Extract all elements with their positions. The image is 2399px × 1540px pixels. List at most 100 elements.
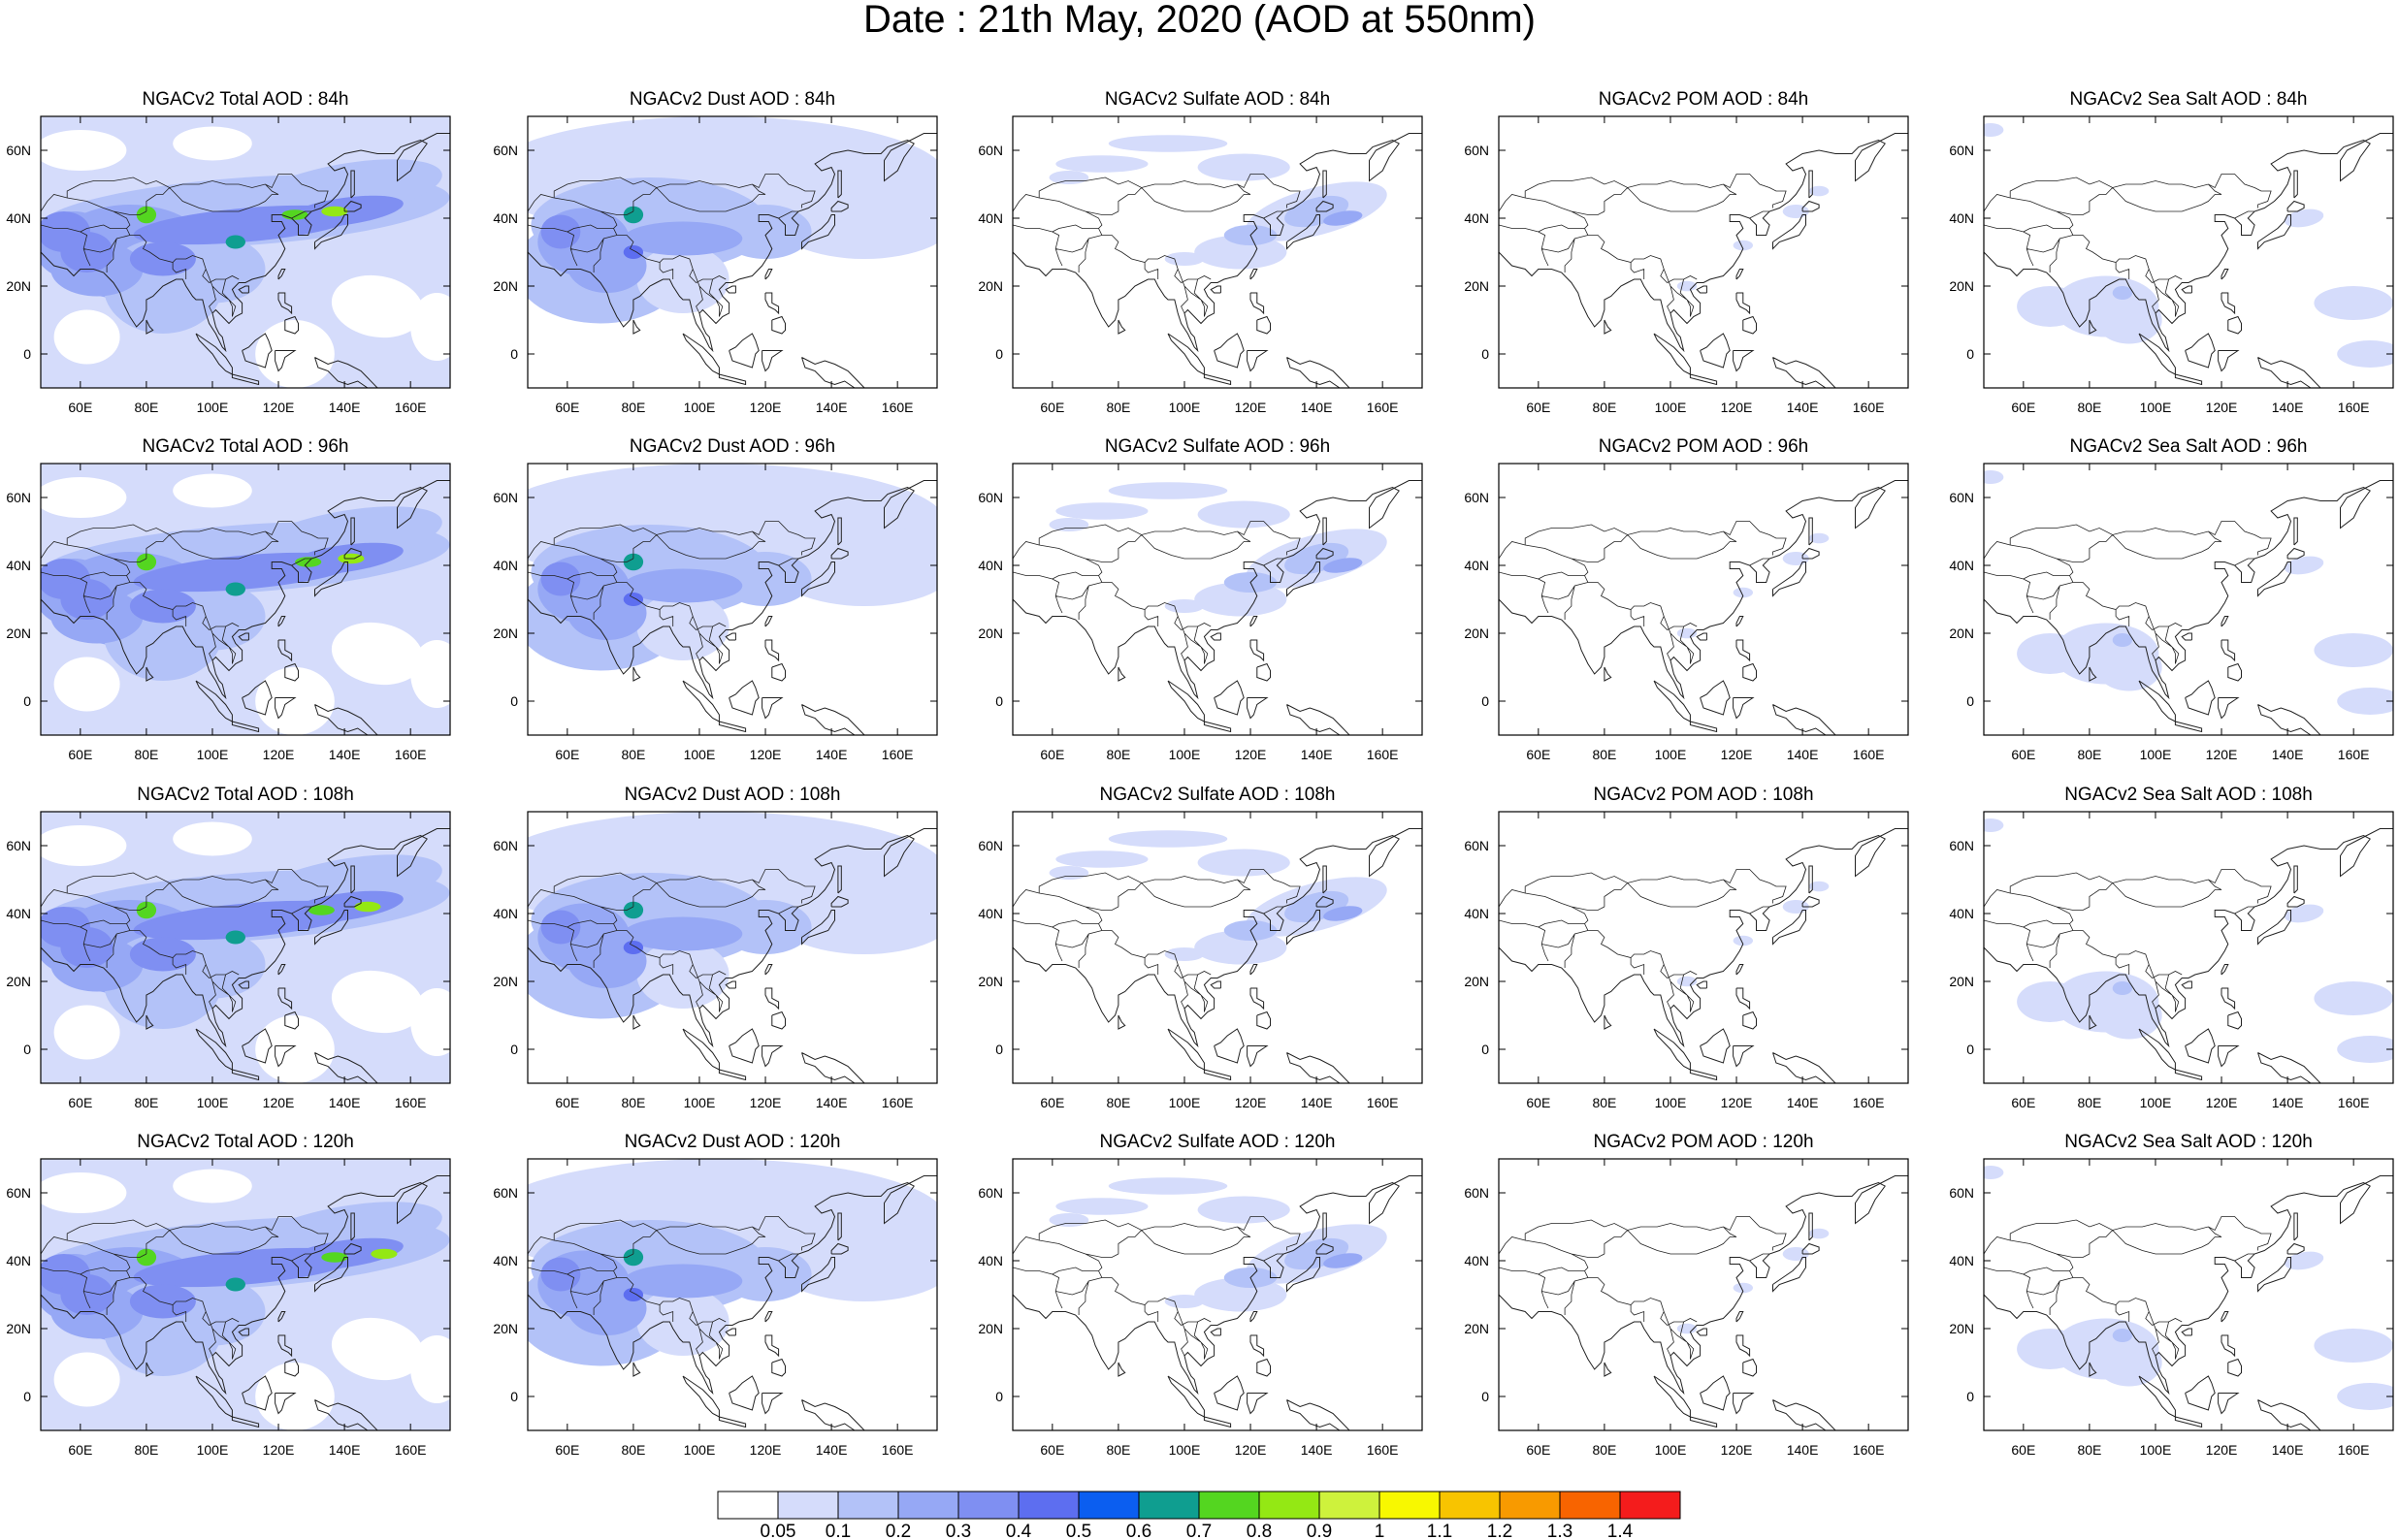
y-tick-label: 60N bbox=[978, 490, 1003, 505]
aod-field-patch bbox=[771, 1220, 937, 1301]
y-tick-label: 0 bbox=[995, 693, 1003, 709]
aod-field-patch bbox=[1108, 135, 1228, 152]
coastline bbox=[1984, 828, 2393, 1083]
country-borders bbox=[1499, 1216, 1787, 1360]
x-tick-label: 80E bbox=[2077, 1095, 2101, 1110]
aod-field-patch bbox=[173, 821, 252, 856]
aod-field-patch bbox=[2337, 1036, 2393, 1063]
x-tick-label: 120E bbox=[263, 747, 295, 762]
map-frame bbox=[1983, 811, 2394, 1084]
aod-field-patch bbox=[2112, 286, 2133, 300]
map-panel-seasalt: 60E 80E 100E 120E 140E 160E 60N 40N 20N 0 bbox=[1949, 1158, 2394, 1458]
coastline bbox=[1984, 480, 2393, 735]
x-tick-label: 120E bbox=[263, 1095, 295, 1110]
y-tick-label: 40N bbox=[6, 906, 31, 921]
aod-field bbox=[41, 116, 450, 388]
aod-background-field bbox=[1984, 1159, 2393, 1430]
country-borders bbox=[41, 869, 329, 1012]
y-tick-label: 60N bbox=[1949, 490, 1974, 505]
coastline bbox=[1013, 1175, 1422, 1430]
x-tick-label: 100E bbox=[1169, 1442, 1201, 1458]
x-tick-label: 120E bbox=[2206, 1095, 2238, 1110]
aod-field-patch bbox=[255, 320, 335, 388]
x-tick-label: 80E bbox=[1592, 747, 1616, 762]
aod-field-patch bbox=[331, 622, 424, 686]
x-tick-label: 140E bbox=[1301, 747, 1333, 762]
aod-field-patch bbox=[2284, 1251, 2324, 1270]
x-tick-label: 140E bbox=[1787, 1095, 1819, 1110]
aod-field bbox=[1499, 464, 1908, 735]
y-tick-label: 20N bbox=[1464, 626, 1489, 641]
aod-field-patch bbox=[623, 1288, 644, 1301]
x-tick-label: 120E bbox=[1721, 1442, 1753, 1458]
aod-field-patch bbox=[540, 910, 581, 945]
map-panel-pom: 60E 80E 100E 120E 140E 160E 60N 40N 20N 0 bbox=[1464, 811, 1909, 1110]
x-tick-label: 140E bbox=[2272, 1442, 2304, 1458]
panel-title: NGACv2 Sea Salt AOD : 84h bbox=[2069, 89, 2308, 110]
aod-field-patch bbox=[53, 657, 120, 712]
x-tick-label: 100E bbox=[1655, 747, 1687, 762]
coastline bbox=[41, 828, 450, 1083]
aod-field-patch bbox=[1108, 482, 1228, 499]
map-frame bbox=[527, 1158, 938, 1431]
aod-background-field bbox=[1499, 1159, 1908, 1430]
aod-field-patch bbox=[136, 206, 157, 224]
panel-title: NGACv2 Sea Salt AOD : 96h bbox=[2069, 436, 2308, 457]
x-tick-label: 80E bbox=[1106, 1095, 1130, 1110]
x-tick-label: 160E bbox=[1367, 747, 1399, 762]
aod-field-patch bbox=[2314, 981, 2393, 1015]
x-tick-label: 100E bbox=[197, 1095, 229, 1110]
aod-field bbox=[1013, 1159, 1422, 1430]
x-tick-label: 120E bbox=[2206, 400, 2238, 415]
x-tick-label: 120E bbox=[1721, 747, 1753, 762]
map-panel-pom: 60E 80E 100E 120E 140E 160E 60N 40N 20N 0 bbox=[1464, 1158, 1909, 1458]
aod-field-patch bbox=[1984, 470, 2004, 484]
x-tick-label: 60E bbox=[555, 1095, 579, 1110]
x-tick-label: 140E bbox=[2272, 747, 2304, 762]
aod-field-patch bbox=[1049, 518, 1089, 531]
aod-field-patch bbox=[225, 582, 245, 596]
map-frame bbox=[527, 811, 938, 1084]
map-panel-seasalt: 60E 80E 100E 120E 140E 160E 60N 40N 20N 0 bbox=[1949, 115, 2394, 415]
aod-field-patch bbox=[771, 873, 937, 954]
x-tick-label: 80E bbox=[134, 400, 158, 415]
country-borders bbox=[528, 521, 816, 664]
aod-field-patch bbox=[255, 1015, 335, 1083]
map-panel-total: 60E 80E 100E 120E 140E 160E 60N 40N 20N 0 bbox=[6, 811, 451, 1110]
aod-field-patch bbox=[136, 1248, 157, 1267]
x-tick-label: 80E bbox=[1106, 1442, 1130, 1458]
aod-field-patch bbox=[331, 1317, 424, 1381]
x-tick-label: 160E bbox=[882, 400, 914, 415]
map-panel-seasalt: 60E 80E 100E 120E 140E 160E 60N 40N 20N 0 bbox=[1949, 811, 2394, 1110]
aod-field-patch bbox=[1055, 155, 1149, 173]
y-tick-label: 20N bbox=[1949, 1321, 1974, 1336]
coastline bbox=[41, 480, 450, 735]
map-frame bbox=[1012, 811, 1423, 1084]
x-tick-label: 160E bbox=[2338, 1095, 2370, 1110]
coastline bbox=[528, 133, 937, 388]
map-frame bbox=[1983, 1158, 2394, 1431]
x-tick-label: 160E bbox=[395, 400, 427, 415]
aod-field-patch bbox=[60, 1274, 113, 1315]
coastline bbox=[1499, 480, 1908, 735]
x-tick-label: 160E bbox=[882, 1095, 914, 1110]
map-panel-pom: 60E 80E 100E 120E 140E 160E 60N 40N 20N 0 bbox=[1464, 463, 1909, 762]
x-tick-label: 120E bbox=[2206, 747, 2238, 762]
panel-title: NGACv2 POM AOD : 108h bbox=[1593, 785, 1814, 805]
map-frame bbox=[40, 811, 451, 1084]
y-tick-label: 0 bbox=[995, 1042, 1003, 1057]
coastline bbox=[528, 480, 937, 735]
panel-title: NGACv2 Sea Salt AOD : 108h bbox=[2064, 785, 2313, 805]
country-borders bbox=[41, 174, 329, 317]
aod-field-patch bbox=[1984, 1166, 2004, 1179]
aod-field-patch bbox=[1676, 1323, 1698, 1334]
x-tick-label: 80E bbox=[134, 747, 158, 762]
aod-field-patch bbox=[2112, 981, 2133, 995]
map-panel-seasalt: 60E 80E 100E 120E 140E 160E 60N 40N 20N 0 bbox=[1949, 463, 2394, 762]
map-frame bbox=[1012, 1158, 1423, 1431]
x-tick-label: 120E bbox=[1235, 1442, 1267, 1458]
aod-field-patch bbox=[1676, 280, 1698, 292]
y-tick-label: 60N bbox=[1464, 143, 1489, 158]
y-tick-label: 0 bbox=[510, 1389, 518, 1404]
aod-field-patch bbox=[623, 593, 644, 606]
